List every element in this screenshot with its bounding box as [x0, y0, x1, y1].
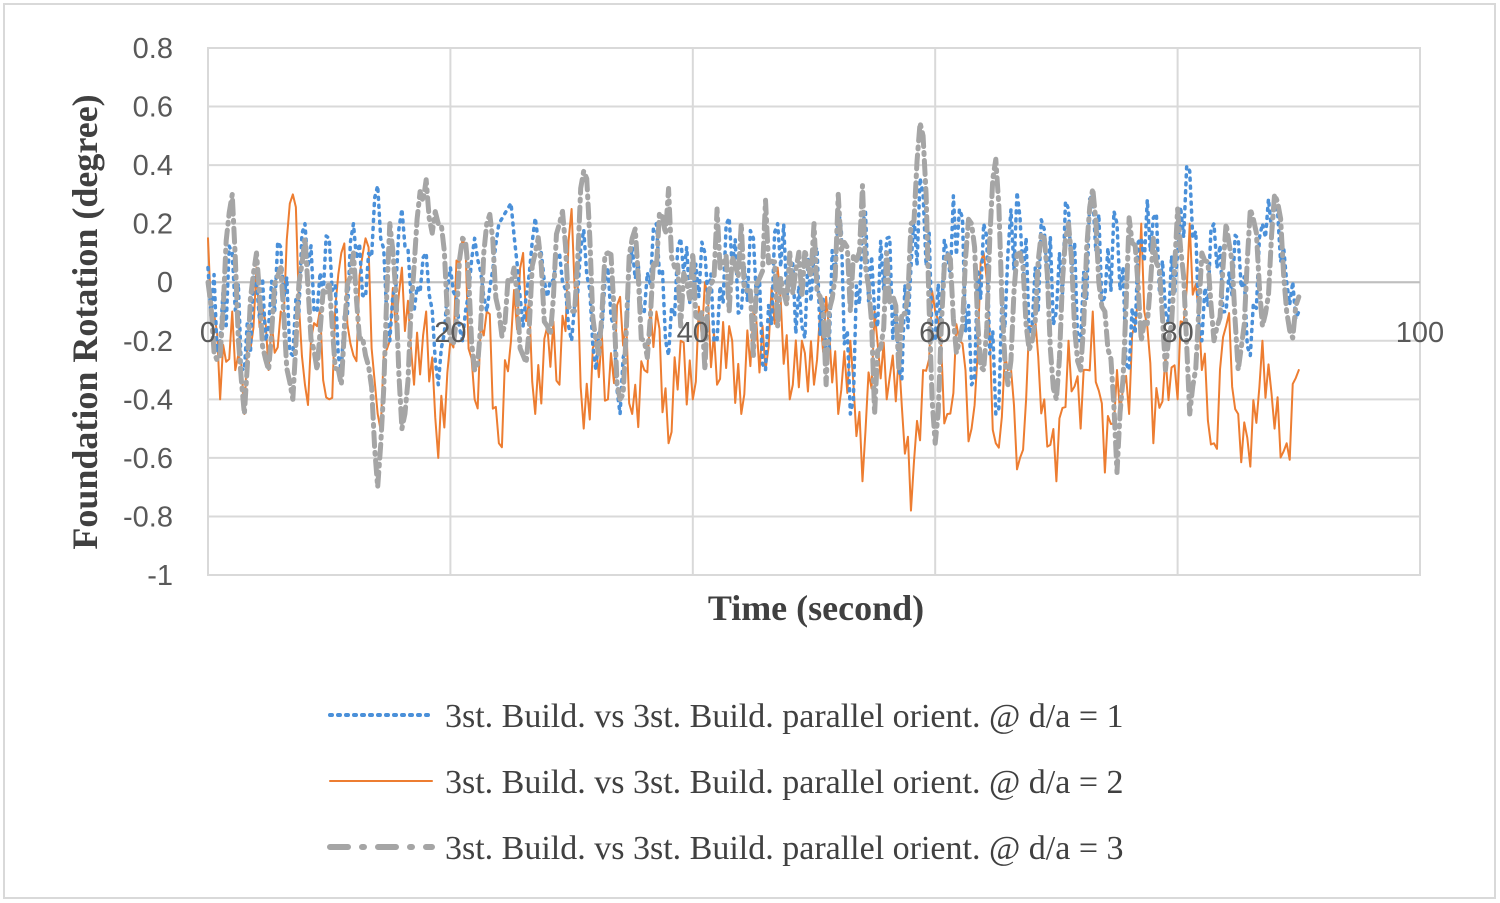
y-tick-label: 0.2 — [133, 209, 173, 241]
series-line-1 — [206, 164, 1301, 416]
y-tick-label: -0.6 — [123, 443, 173, 475]
y-tick-label: -0.4 — [123, 384, 173, 416]
legend-label-2: 3st. Build. vs 3st. Build. parallel orie… — [445, 764, 1124, 801]
legend: 3st. Build. vs 3st. Build. parallel orie… — [327, 698, 1124, 867]
x-tick-label: 40 — [677, 317, 709, 349]
y-tick-label: 0.6 — [133, 92, 173, 124]
x-axis-title: Time (second) — [708, 588, 924, 628]
x-axis-ticks: 0 20 40 60 80 100 — [200, 317, 1444, 349]
x-tick-label: 60 — [919, 317, 951, 349]
x-tick-label: 80 — [1161, 317, 1193, 349]
y-axis-title: Foundation Rotation (degree) — [65, 94, 105, 549]
series-group — [205, 120, 1302, 512]
legend-label-3: 3st. Build. vs 3st. Build. parallel orie… — [445, 830, 1124, 867]
x-tick-label: 20 — [434, 317, 466, 349]
y-axis-ticks: 0.8 0.6 0.4 0.2 0 -0.2 -0.4 -0.6 -0.8 -1 — [123, 33, 173, 592]
y-tick-label: -0.2 — [123, 326, 173, 358]
y-tick-label: -1 — [147, 560, 173, 592]
series-line-3 — [205, 120, 1302, 490]
y-tick-label: -0.8 — [123, 501, 173, 533]
legend-label-1: 3st. Build. vs 3st. Build. parallel orie… — [445, 698, 1124, 735]
y-tick-label: 0.4 — [133, 150, 173, 182]
y-tick-label: 0.8 — [133, 33, 173, 65]
chart-border — [3, 3, 1496, 899]
x-tick-label: 100 — [1396, 317, 1444, 349]
x-tick-label: 0 — [200, 317, 216, 349]
y-tick-label: 0 — [157, 267, 173, 299]
